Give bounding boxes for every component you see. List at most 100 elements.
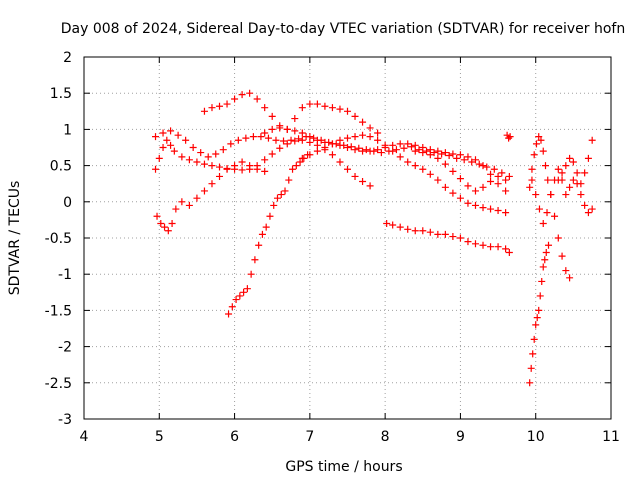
data-point xyxy=(494,206,502,214)
data-point xyxy=(441,230,449,238)
x-tick-label: 5 xyxy=(155,429,164,445)
data-point xyxy=(240,288,248,296)
data-point xyxy=(200,187,208,195)
data-point xyxy=(502,209,510,217)
data-point xyxy=(411,227,419,235)
data-point xyxy=(573,169,581,177)
series-7 xyxy=(298,131,510,217)
data-point xyxy=(285,176,293,184)
data-point xyxy=(344,134,351,142)
data-point xyxy=(389,147,397,155)
data-point xyxy=(246,89,254,97)
series-5 xyxy=(225,151,312,318)
data-point xyxy=(261,104,269,112)
data-point xyxy=(426,170,434,178)
data-point xyxy=(498,169,506,177)
data-point xyxy=(216,172,224,180)
data-point xyxy=(566,183,574,191)
data-point xyxy=(554,165,562,173)
data-point xyxy=(404,225,412,233)
data-point xyxy=(456,194,464,202)
data-point xyxy=(538,277,546,285)
data-point xyxy=(502,245,510,253)
data-point xyxy=(167,141,175,149)
data-point xyxy=(551,212,559,220)
data-point xyxy=(542,248,550,256)
data-point xyxy=(223,100,231,108)
data-point xyxy=(359,147,367,155)
data-point xyxy=(193,194,201,202)
data-point xyxy=(532,191,540,199)
data-point xyxy=(283,125,291,133)
y-tick-label: 0 xyxy=(63,195,72,211)
axis-ticks: 4 5 6 7 8 9 10 11 2 1.5 1 0.5 0 -0.5 -1 -1.5 -2 -2.5 -3 xyxy=(45,50,620,445)
x-tick-label: 8 xyxy=(381,429,390,445)
data-point xyxy=(200,107,208,115)
data-point xyxy=(479,183,487,191)
data-point xyxy=(344,144,351,151)
data-point xyxy=(336,105,344,113)
data-point xyxy=(566,274,574,282)
data-point xyxy=(527,364,535,372)
data-point xyxy=(298,154,306,162)
data-point xyxy=(441,149,449,157)
data-point xyxy=(377,149,385,157)
y-tick-label: 1 xyxy=(63,122,72,138)
data-point xyxy=(505,248,513,256)
data-point xyxy=(223,165,231,173)
series-11 xyxy=(526,241,553,387)
data-point xyxy=(152,133,160,141)
data-point xyxy=(554,234,562,242)
data-point xyxy=(262,223,270,231)
data-point xyxy=(526,379,534,387)
data-point xyxy=(253,165,261,173)
data-point xyxy=(289,165,297,173)
data-point xyxy=(581,201,589,209)
data-point xyxy=(276,124,284,132)
data-point xyxy=(464,182,472,190)
data-point xyxy=(471,156,479,164)
series-1 xyxy=(152,127,513,180)
data-point xyxy=(306,151,314,159)
data-point xyxy=(227,140,235,148)
data-point xyxy=(193,158,201,166)
y-tick-label: -2 xyxy=(58,340,72,356)
data-point xyxy=(234,136,242,144)
data-point xyxy=(545,241,553,249)
data-point xyxy=(351,112,359,120)
data-point xyxy=(268,125,276,133)
data-point xyxy=(153,212,161,220)
data-point xyxy=(313,100,321,108)
data-point xyxy=(475,160,483,168)
data-point xyxy=(383,220,391,228)
data-point xyxy=(257,133,265,141)
data-point xyxy=(228,303,236,311)
data-point xyxy=(543,209,551,217)
data-point xyxy=(468,158,476,166)
data-point xyxy=(266,212,274,220)
data-point xyxy=(407,143,415,151)
data-point xyxy=(536,292,544,300)
data-point xyxy=(159,144,167,151)
data-point xyxy=(434,154,442,162)
data-point xyxy=(276,144,284,152)
data-point xyxy=(471,201,479,209)
x-tick-label: 4 xyxy=(80,429,89,445)
data-point xyxy=(268,150,276,158)
data-point xyxy=(178,153,186,161)
data-point xyxy=(197,149,205,157)
data-point xyxy=(528,165,536,173)
data-point xyxy=(434,230,442,238)
data-point xyxy=(456,175,464,183)
data-point xyxy=(396,153,404,161)
data-point xyxy=(430,149,438,157)
data-point xyxy=(528,176,536,184)
data-point xyxy=(438,150,446,158)
data-point xyxy=(374,136,382,144)
data-point xyxy=(272,136,280,144)
y-tick-label: 2 xyxy=(63,50,72,66)
data-point xyxy=(291,127,299,135)
data-point xyxy=(328,140,336,148)
data-point xyxy=(577,191,585,199)
